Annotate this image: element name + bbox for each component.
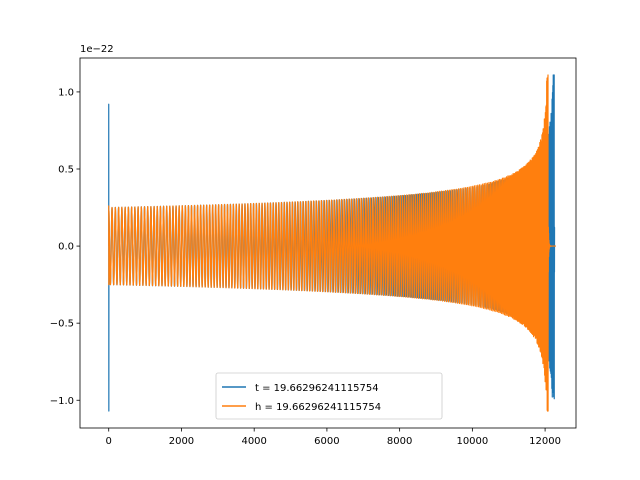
- y-tick-label: 0.0: [58, 242, 74, 253]
- legend: t = 19.66296241115754 h = 19.662962411157…: [215, 372, 443, 420]
- x-tick-label: 6000: [314, 436, 339, 447]
- plot-frame: [79, 57, 577, 429]
- legend-box: [215, 372, 443, 420]
- y-tick-label: 1.0: [58, 87, 74, 98]
- x-tick-label: 10000: [456, 436, 488, 447]
- y-tick-label: −0.5: [50, 319, 74, 330]
- y-tick-label: 0.5: [58, 165, 74, 176]
- y-offset-label: 1e−22: [80, 44, 114, 55]
- x-tick-label: 0: [106, 436, 112, 447]
- y-tick-label: −1.0: [50, 396, 74, 407]
- x-tick-label: 2000: [169, 436, 194, 447]
- x-tick-label: 12000: [529, 436, 561, 447]
- x-axis: 0 2000 4000 6000 8000 10000 12000: [106, 428, 561, 447]
- x-tick-label: 8000: [387, 436, 412, 447]
- legend-entry: t = 19.66296241115754: [255, 383, 379, 394]
- x-tick-label: 4000: [241, 436, 266, 447]
- y-axis: −1.0 −0.5 0.0 0.5 1.0: [50, 87, 80, 407]
- legend-entry: h = 19.66296241115754: [255, 402, 381, 413]
- series-line-2: [108, 74, 557, 412]
